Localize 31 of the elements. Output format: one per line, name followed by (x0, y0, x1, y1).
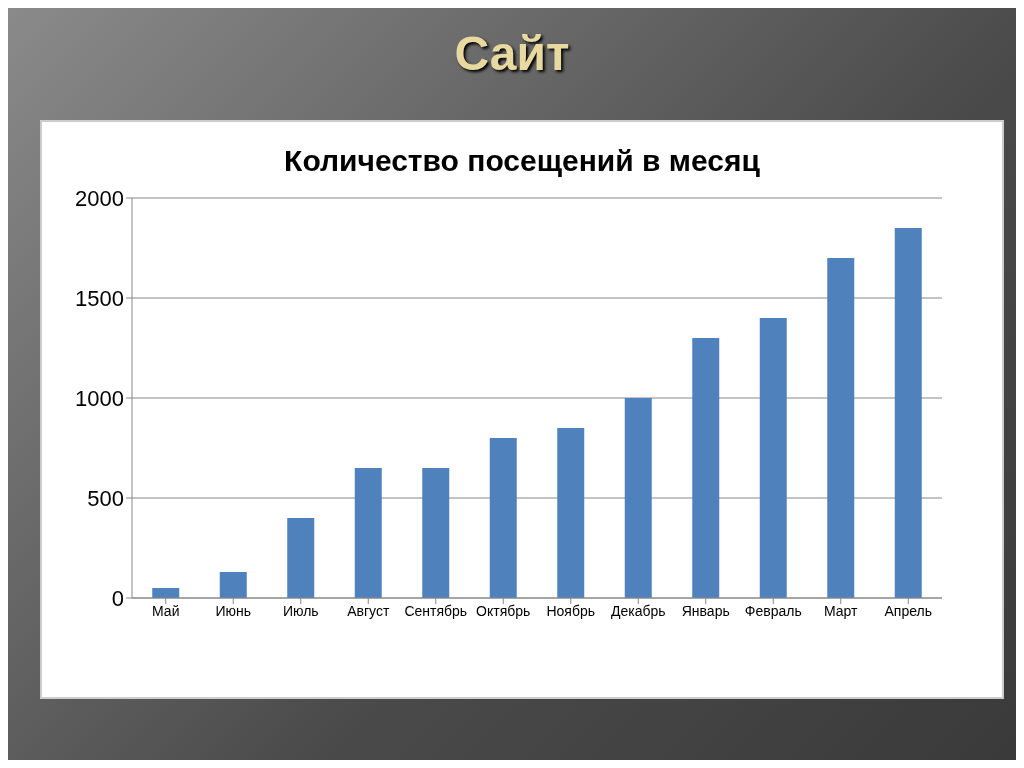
bar (152, 588, 180, 598)
x-tick-label: Май (152, 602, 180, 619)
y-tick-label: 2000 (75, 185, 124, 211)
bar (489, 438, 517, 598)
y-tick-label: 500 (87, 485, 124, 511)
x-tick-label: Октябрь (476, 602, 531, 619)
x-tick-label: Август (347, 602, 390, 619)
x-tick-label: Апрель (884, 602, 932, 619)
x-tick-label: Июль (282, 602, 319, 619)
chart-subtitle: Количество посещений в месяц (283, 144, 761, 178)
bar (557, 428, 585, 598)
bar (894, 228, 922, 598)
x-tick-label: Февраль (744, 602, 802, 619)
chart-title: Сайт (453, 26, 571, 81)
x-tick-label: Сентябрь (404, 602, 468, 619)
bar (759, 318, 787, 598)
x-tick-label: Январь (681, 602, 730, 619)
bar (219, 572, 247, 598)
bar (354, 468, 382, 598)
bar (827, 258, 855, 598)
x-tick-label: Ноябрь (546, 602, 596, 619)
x-tick-label: Декабрь (610, 602, 666, 619)
y-tick-label: 1000 (75, 385, 124, 411)
bar (287, 518, 315, 598)
y-tick-label: 1500 (75, 285, 124, 311)
y-tick-label: 0 (111, 585, 124, 611)
bar (624, 398, 652, 598)
x-tick-label: Июнь (215, 602, 252, 619)
bar (422, 468, 450, 598)
x-tick-label: Март (824, 602, 859, 619)
bar (692, 338, 720, 598)
